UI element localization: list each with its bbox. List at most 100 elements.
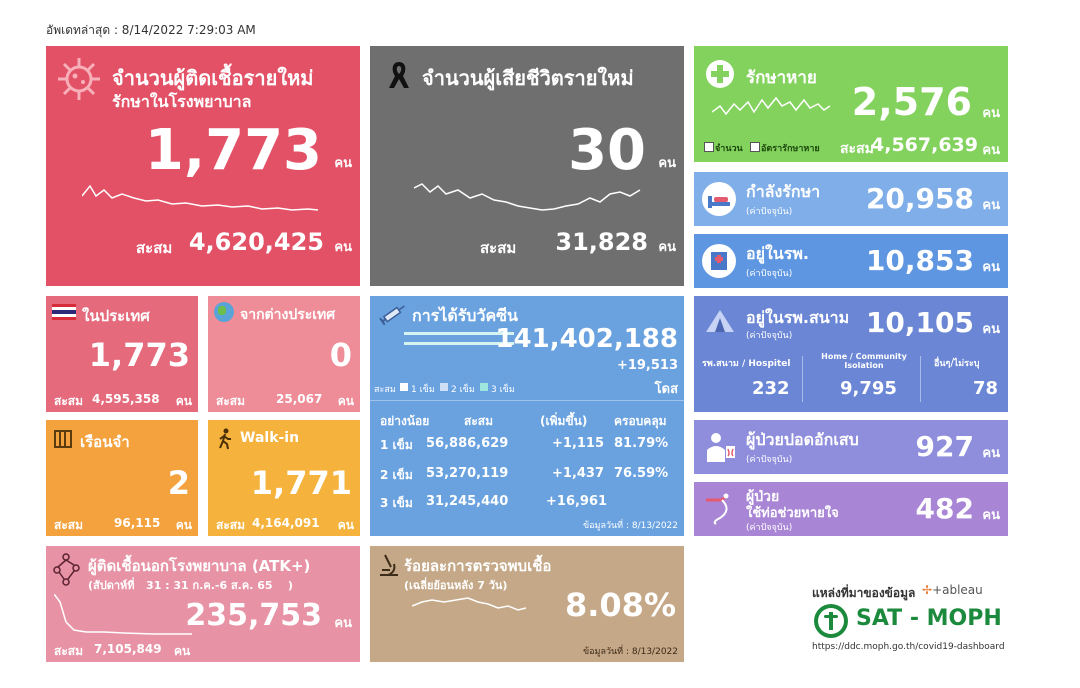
unit-label: คน — [334, 240, 352, 255]
vaccine-row-accum: 31,245,440 — [426, 494, 509, 509]
prison-title: เรือนจำ — [80, 433, 130, 451]
new-cases-subtitle: รักษาในโรงพยาบาล — [112, 92, 252, 111]
walking-person-icon — [219, 428, 231, 450]
atk-trend-sparkline — [54, 594, 192, 635]
walkin-title: Walk-in — [240, 430, 300, 446]
new-cases-title: จำนวนผู้ติดเชื้อรายใหม่ — [112, 66, 314, 90]
atk-value: 235,753 — [185, 598, 322, 633]
tent-icon — [706, 310, 734, 332]
unit-label: คน — [658, 156, 676, 171]
walkin-accum-label: สะสม — [216, 518, 246, 532]
recovered-accum-label: สะสม — [840, 141, 874, 157]
new-cases-card: จำนวนผู้ติดเชื้อรายใหม่ รักษาในโรงพยาบาล… — [46, 46, 360, 286]
source-label: แหล่งที่มาของข้อมูล — [812, 586, 916, 600]
abroad-card: จากต่างประเทศ 0 สะสม 25,067 คน — [208, 296, 360, 412]
vaccine-row-dose: 1 เข็ม — [380, 438, 413, 452]
recovered-accum-value: 4,567,639 — [871, 134, 978, 156]
recovered-value: 2,576 — [851, 80, 972, 124]
vaccine-increase: +19,513 — [616, 358, 678, 373]
column-divider — [802, 356, 803, 402]
legend-dose2-label: 2 เข็ม — [451, 385, 475, 395]
domestic-accum-label: สะสม — [54, 394, 84, 408]
deaths-accum-label: สะสม — [480, 239, 517, 257]
domestic-accum-value: 4,595,358 — [92, 392, 160, 406]
field-hospital-col1-label: รพ.สนาม / Hospitel — [702, 359, 791, 369]
unit-label: คน — [982, 322, 1000, 337]
atk-accum-value: 7,105,849 — [94, 642, 162, 656]
ventilator-value: 482 — [915, 492, 974, 525]
atk-subtitle: (สัปดาห์ที่ 31 : 31 ก.ค.-6 ส.ค. 65 ) — [88, 579, 293, 592]
syringe-icon — [379, 305, 405, 326]
recovered-card: รักษาหาย 2,576 คน จำนวน อัตรารักษาหาย สะ… — [694, 46, 1008, 162]
deaths-trend-sparkline — [414, 183, 641, 211]
vaccine-header-min: อย่างน้อย — [380, 414, 430, 428]
column-divider — [920, 356, 921, 402]
vaccine-progress-bar-bottom — [404, 342, 514, 345]
prison-bars-icon — [54, 430, 72, 448]
microscope-icon — [380, 554, 398, 576]
domestic-title: ในประเทศ — [82, 307, 150, 325]
unit-label: คน — [982, 143, 1000, 158]
unit-label: คน — [175, 394, 192, 408]
unit-label: คน — [174, 644, 191, 658]
tableau-plus-icon: ✢ — [922, 583, 933, 597]
domestic-value: 1,773 — [88, 336, 190, 374]
source-url-link[interactable]: https://ddc.moph.go.th/covid19-dashboard — [812, 642, 1005, 652]
vaccine-row-increase: +16,961 — [546, 494, 608, 509]
field-hospital-subtitle: (ค่าปัจจุบัน) — [746, 331, 793, 341]
unit-label: คน — [175, 518, 192, 532]
sat-moph-logo-text: SAT - MOPH — [856, 606, 1002, 631]
unit-label: คน — [982, 260, 1000, 275]
abroad-accum-label: สะสม — [216, 394, 246, 408]
field-hospital-value: 10,105 — [865, 306, 974, 339]
unit-label: คน — [982, 508, 1000, 523]
walkin-value: 1,771 — [250, 464, 352, 502]
positivity-subtitle: (เฉลี่ยย้อนหลัง 7 วัน) — [404, 579, 508, 592]
treating-title: กำลังรักษา — [746, 182, 821, 201]
positivity-trend-sparkline — [412, 597, 527, 611]
moph-emblem-icon — [814, 604, 848, 638]
tableau-text: +ableau — [932, 583, 983, 597]
vaccine-divider — [370, 400, 684, 401]
in-hospital-value: 10,853 — [865, 244, 974, 277]
vaccine-row-increase: +1,115 — [552, 436, 605, 451]
vaccine-dose-unit: โดส — [654, 382, 678, 397]
vaccine-row-accum: 56,886,629 — [426, 436, 509, 451]
ventilator-note: (ค่าปัจจุบัน) — [746, 523, 793, 533]
in-hospital-subtitle: (ค่าปัจจุบัน) — [746, 269, 793, 279]
field-hospital-col2-value: 9,795 — [840, 378, 897, 399]
walkin-card: Walk-in 1,771 สะสม 4,164,091 คน — [208, 420, 360, 536]
deaths-title: จำนวนผู้เสียชีวิตรายใหม่ — [422, 66, 634, 90]
positivity-value: 8.08% — [564, 586, 676, 624]
field-hospital-col3-label: อื่นๆ/ไม่ระบุ — [934, 359, 980, 369]
pneumonia-card: ผู้ป่วยปอดอักเสบ (ค่าปัจจุบัน) 927 คน — [694, 420, 1008, 474]
unit-label: คน — [337, 518, 354, 532]
network-icon — [53, 553, 80, 586]
breathing-tube-icon — [706, 493, 729, 525]
pneumonia-subtitle: (ค่าปัจจุบัน) — [746, 455, 793, 465]
virus-icon — [58, 58, 100, 100]
vaccine-row-dose: 3 เข็ม — [380, 496, 413, 510]
last-updated-text: อัพเดทล่าสุด : 8/14/2022 7:29:03 AM — [46, 23, 256, 37]
unit-label: คน — [982, 106, 1000, 121]
vaccine-legend-label: สะสม — [374, 385, 396, 395]
vaccine-header-coverage: ครอบคลุม — [614, 414, 667, 428]
treating-subtitle: (ค่าปัจจุบัน) — [746, 207, 793, 217]
positivity-card: ร้อยละการตรวจพบเชื้อ (เฉลี่ยย้อนหลัง 7 ว… — [370, 546, 684, 662]
legend-count-swatch — [704, 142, 714, 152]
legend-rate-swatch — [750, 142, 760, 152]
positivity-title: ร้อยละการตรวจพบเชื้อ — [404, 557, 552, 575]
medical-cross-icon — [706, 60, 734, 88]
field-hospital-col1-value: 232 — [752, 378, 790, 399]
positivity-footnote: ข้อมูลวันที่ : 8/13/2022 — [582, 647, 678, 657]
unit-label: คน — [982, 446, 1000, 461]
legend-dose3-label: 3 เข็ม — [491, 385, 515, 395]
in-hospital-title: อยู่ในรพ. — [746, 244, 809, 263]
hospital-bed-icon — [702, 182, 736, 216]
abroad-accum-value: 25,067 — [276, 392, 323, 406]
domestic-card: ในประเทศ 1,773 สะสม 4,595,358 คน — [46, 296, 198, 412]
new-cases-trend-sparkline — [82, 184, 319, 211]
unit-label: คน — [334, 156, 352, 171]
tableau-logo: ✢+ableau — [922, 583, 983, 597]
recovered-trend-sparkline — [712, 96, 831, 116]
